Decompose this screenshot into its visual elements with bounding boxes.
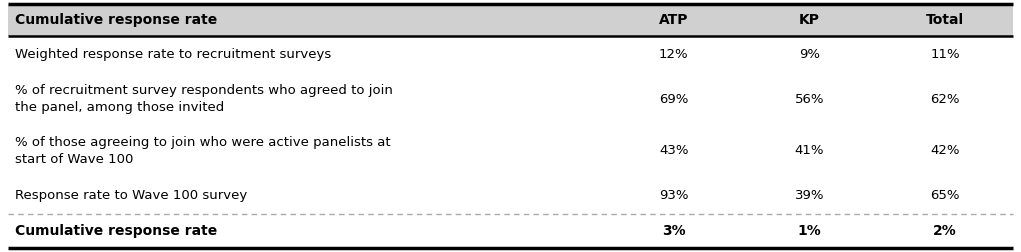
Bar <box>8 177 1013 214</box>
Bar <box>8 125 1013 177</box>
Text: Response rate to Wave 100 survey: Response rate to Wave 100 survey <box>15 189 247 202</box>
Text: Weighted response rate to recruitment surveys: Weighted response rate to recruitment su… <box>15 48 331 61</box>
Text: Cumulative response rate: Cumulative response rate <box>15 224 217 238</box>
Text: 39%: 39% <box>794 189 824 202</box>
Text: KP: KP <box>799 13 820 27</box>
Text: 62%: 62% <box>930 93 960 106</box>
Bar <box>8 4 1013 36</box>
Text: % of those agreeing to join who were active panelists at
start of Wave 100: % of those agreeing to join who were act… <box>15 136 391 166</box>
Text: Cumulative response rate: Cumulative response rate <box>15 13 217 27</box>
Text: 1%: 1% <box>797 224 821 238</box>
Text: 93%: 93% <box>660 189 688 202</box>
Text: 12%: 12% <box>659 48 688 61</box>
Text: ATP: ATP <box>660 13 688 27</box>
Text: 9%: 9% <box>799 48 820 61</box>
Text: 43%: 43% <box>660 144 688 157</box>
Text: 2%: 2% <box>933 224 957 238</box>
Text: 3%: 3% <box>662 224 686 238</box>
Text: 69%: 69% <box>660 93 688 106</box>
Text: 41%: 41% <box>794 144 824 157</box>
Text: 11%: 11% <box>930 48 960 61</box>
Text: 56%: 56% <box>794 93 824 106</box>
Text: 65%: 65% <box>930 189 960 202</box>
Text: Total: Total <box>926 13 964 27</box>
Text: % of recruitment survey respondents who agreed to join
the panel, among those in: % of recruitment survey respondents who … <box>15 84 393 114</box>
Bar <box>8 36 1013 73</box>
Bar <box>8 73 1013 125</box>
Bar <box>8 214 1013 248</box>
Text: 42%: 42% <box>930 144 960 157</box>
